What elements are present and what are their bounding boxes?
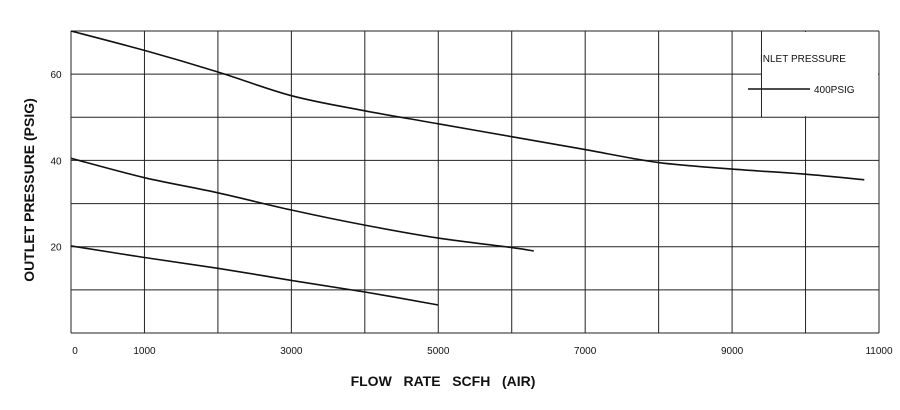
series-layer — [70, 30, 865, 306]
x-tick-label: 0 — [72, 346, 78, 357]
series-line-0 — [70, 30, 865, 181]
x-tick-label: 11000 — [865, 346, 893, 357]
legend-title: INLET PRESSURE — [760, 54, 846, 65]
series-line-1 — [70, 157, 534, 252]
x-tick-label: 1000 — [133, 346, 156, 357]
x-tick-label: 7000 — [574, 346, 597, 357]
grid — [70, 30, 880, 334]
series-line-2 — [70, 245, 439, 306]
y-tick-label: 40 — [50, 156, 62, 167]
x-axis-title: FLOW RATE SCFH (AIR) — [351, 373, 536, 389]
y-axis-title: OUTLET PRESSURE (PSIG) — [21, 98, 37, 282]
x-tick-labels: 0 1000 3000 5000 7000 9000 11000 — [72, 346, 893, 357]
x-tick-label: 5000 — [427, 346, 450, 357]
legend: INLET PRESSURE 400PSIG — [748, 31, 878, 118]
y-tick-label: 60 — [50, 70, 62, 81]
x-tick-label: 9000 — [721, 346, 744, 357]
x-tick-label: 3000 — [280, 346, 303, 357]
y-tick-label: 20 — [50, 243, 62, 254]
legend-entry: 400PSIG — [814, 85, 855, 96]
legend-box — [761, 32, 878, 117]
y-tick-labels: 20 40 60 — [50, 70, 62, 254]
